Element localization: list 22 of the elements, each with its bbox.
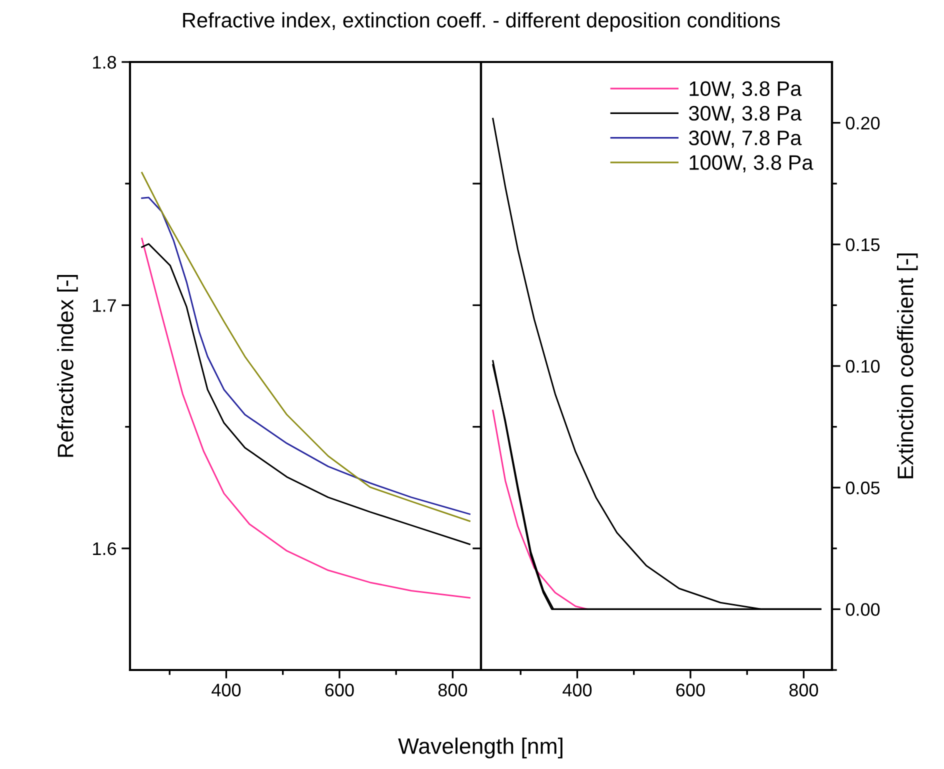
x-tick-label: 600 — [676, 684, 705, 696]
x-tick-label: 600 — [325, 684, 354, 696]
legend-label: 30W, 3.8 Pa — [688, 106, 802, 124]
legend-label: 30W, 7.8 Pa — [688, 130, 802, 148]
text: 0.00 — [846, 603, 880, 616]
y-axis-title: Refractive index [-] — [57, 274, 78, 457]
legend-label: 100W, 3.8 Pa — [690, 155, 814, 172]
x-tick-label: 400 — [212, 684, 241, 696]
y2-tick-label: 0.05 — [846, 482, 880, 494]
y2-axis-title: Extinction coefficient [-] — [897, 254, 918, 478]
y-tick-label: 1.6 — [93, 542, 116, 556]
legend-label: 10W, 3.8 Pa — [690, 81, 802, 99]
x-tick-label: 800 — [438, 684, 468, 696]
y-tick-label: 1.7 — [93, 299, 116, 312]
y2-tick-label: 0.15 — [846, 238, 880, 252]
y2-tick-label: 0.10 — [846, 360, 880, 373]
chart-title: Refractive index, extinction coeff. - different deposition conditions — [183, 12, 780, 32]
y2-tick-label: 0.20 — [846, 116, 880, 130]
x-axis-title: Wavelength [nm] — [398, 738, 562, 758]
x-tick-label: 400 — [562, 684, 592, 696]
x-tick-label: 800 — [789, 684, 818, 696]
y-tick-label: 1.8 — [93, 56, 116, 69]
